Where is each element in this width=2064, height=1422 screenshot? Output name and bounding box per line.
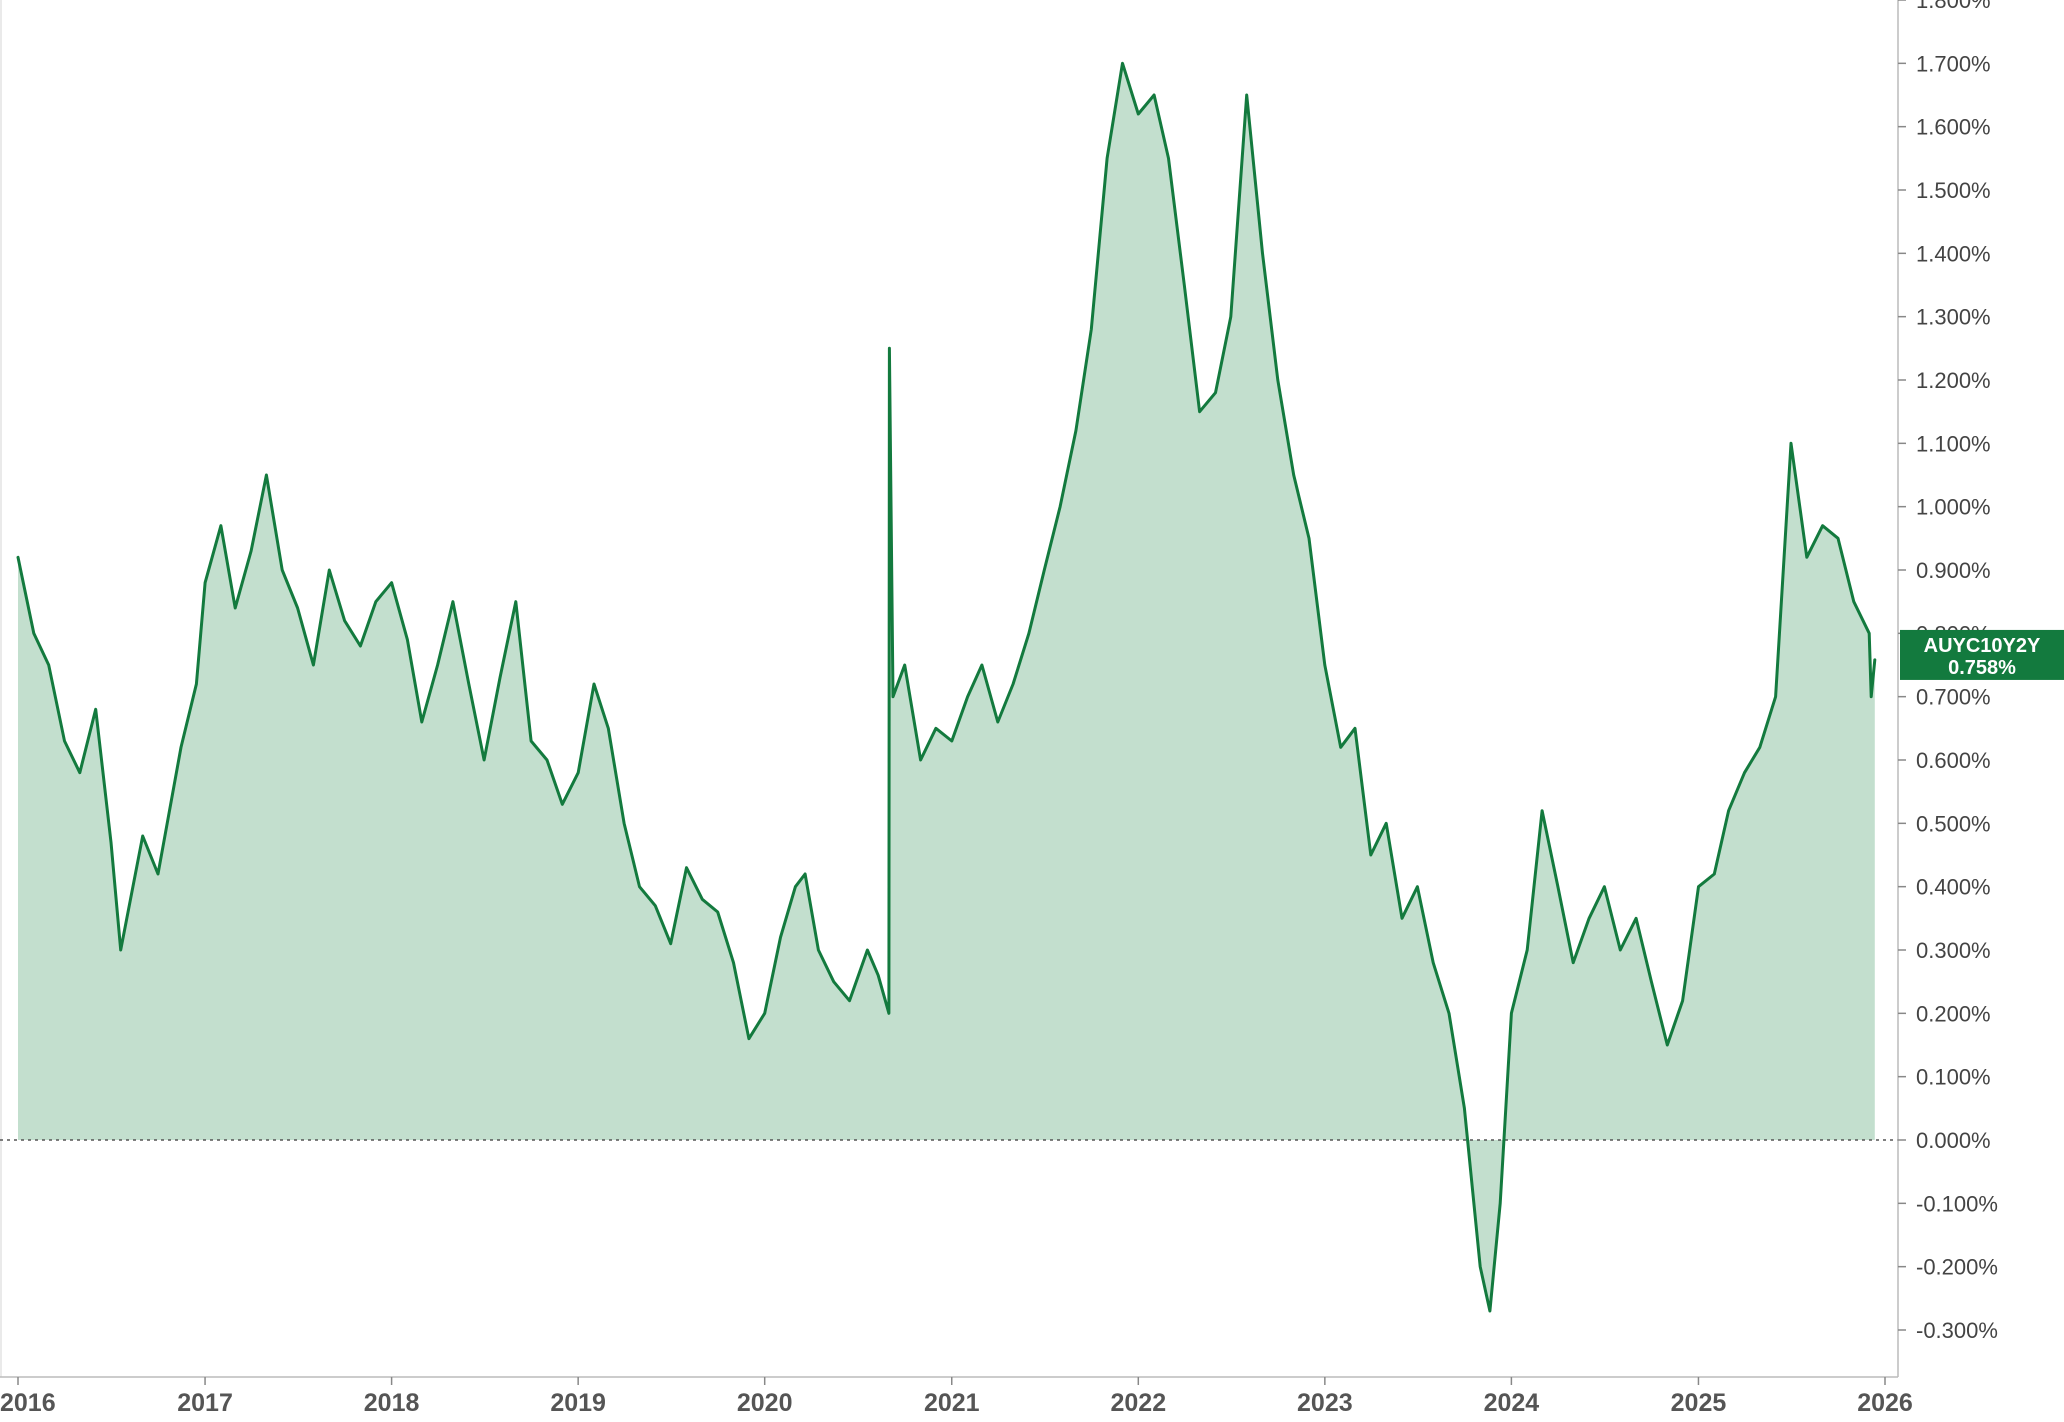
y-tick-label: 1.200% xyxy=(1916,368,1991,393)
x-tick-label: 2024 xyxy=(1484,1389,1540,1417)
y-tick-label: 0.900% xyxy=(1916,558,1991,583)
y-tick-label: 0.100% xyxy=(1916,1065,1991,1090)
x-tick-label: 2025 xyxy=(1671,1389,1727,1417)
last-value-label: 0.758% xyxy=(1948,657,2016,679)
y-tick-label: 1.300% xyxy=(1916,305,1991,330)
y-axis: 1.800% 1.700% 1.600% 1.500% 1.400% 1.300% 1.20… xyxy=(1897,0,1998,1377)
y-tick-label: 0.000% xyxy=(1916,1128,1991,1153)
y-tick-label: 0.400% xyxy=(1916,875,1991,900)
x-tick-label: 2016 xyxy=(0,1389,56,1417)
y-tick-label: 1.400% xyxy=(1916,241,1991,266)
x-tick-label: 2023 xyxy=(1297,1389,1353,1417)
series-line-layer xyxy=(16,61,1877,1313)
y-tick-label: 1.700% xyxy=(1916,51,1991,76)
x-tick-label: 2026 xyxy=(1857,1389,1913,1417)
y-tick-label: 0.600% xyxy=(1916,748,1991,773)
x-tick-label: 2019 xyxy=(550,1389,606,1417)
y-tick-label: -0.200% xyxy=(1916,1255,1998,1280)
x-tick-label: 2020 xyxy=(737,1389,793,1417)
series-area-fill xyxy=(18,63,1875,1311)
y-tick-label: 0.500% xyxy=(1916,811,1991,836)
last-value-badge-background xyxy=(1900,629,2064,680)
y-tick-label: 0.200% xyxy=(1916,1001,1991,1026)
y-tick-label: 0.700% xyxy=(1916,685,1991,710)
x-tick-label: 2017 xyxy=(177,1389,233,1417)
y-tick-label: 1.100% xyxy=(1916,431,1991,456)
x-tick-label: 2021 xyxy=(924,1389,980,1417)
y-tick-label: -0.300% xyxy=(1916,1318,1998,1343)
x-axis: 2016 2017 2018 2019 2020 2021 2022 2023 2024 2025… xyxy=(0,1376,1913,1417)
y-tick-label: 1.000% xyxy=(1916,495,1991,520)
last-value-series-name: AUYC10Y2Y xyxy=(1924,635,2041,657)
series-line xyxy=(16,61,1877,1313)
y-tick-label: 1.500% xyxy=(1916,178,1991,203)
y-tick-label: 1.800% xyxy=(1916,0,1991,13)
y-tick-label: 0.300% xyxy=(1916,938,1991,963)
x-tick-label: 2018 xyxy=(364,1389,420,1417)
area-fill-layer xyxy=(0,0,1875,1377)
x-tick-label: 2022 xyxy=(1110,1389,1166,1417)
y-tick-label: -0.100% xyxy=(1916,1191,1998,1216)
y-tick-label: 1.600% xyxy=(1916,115,1991,140)
